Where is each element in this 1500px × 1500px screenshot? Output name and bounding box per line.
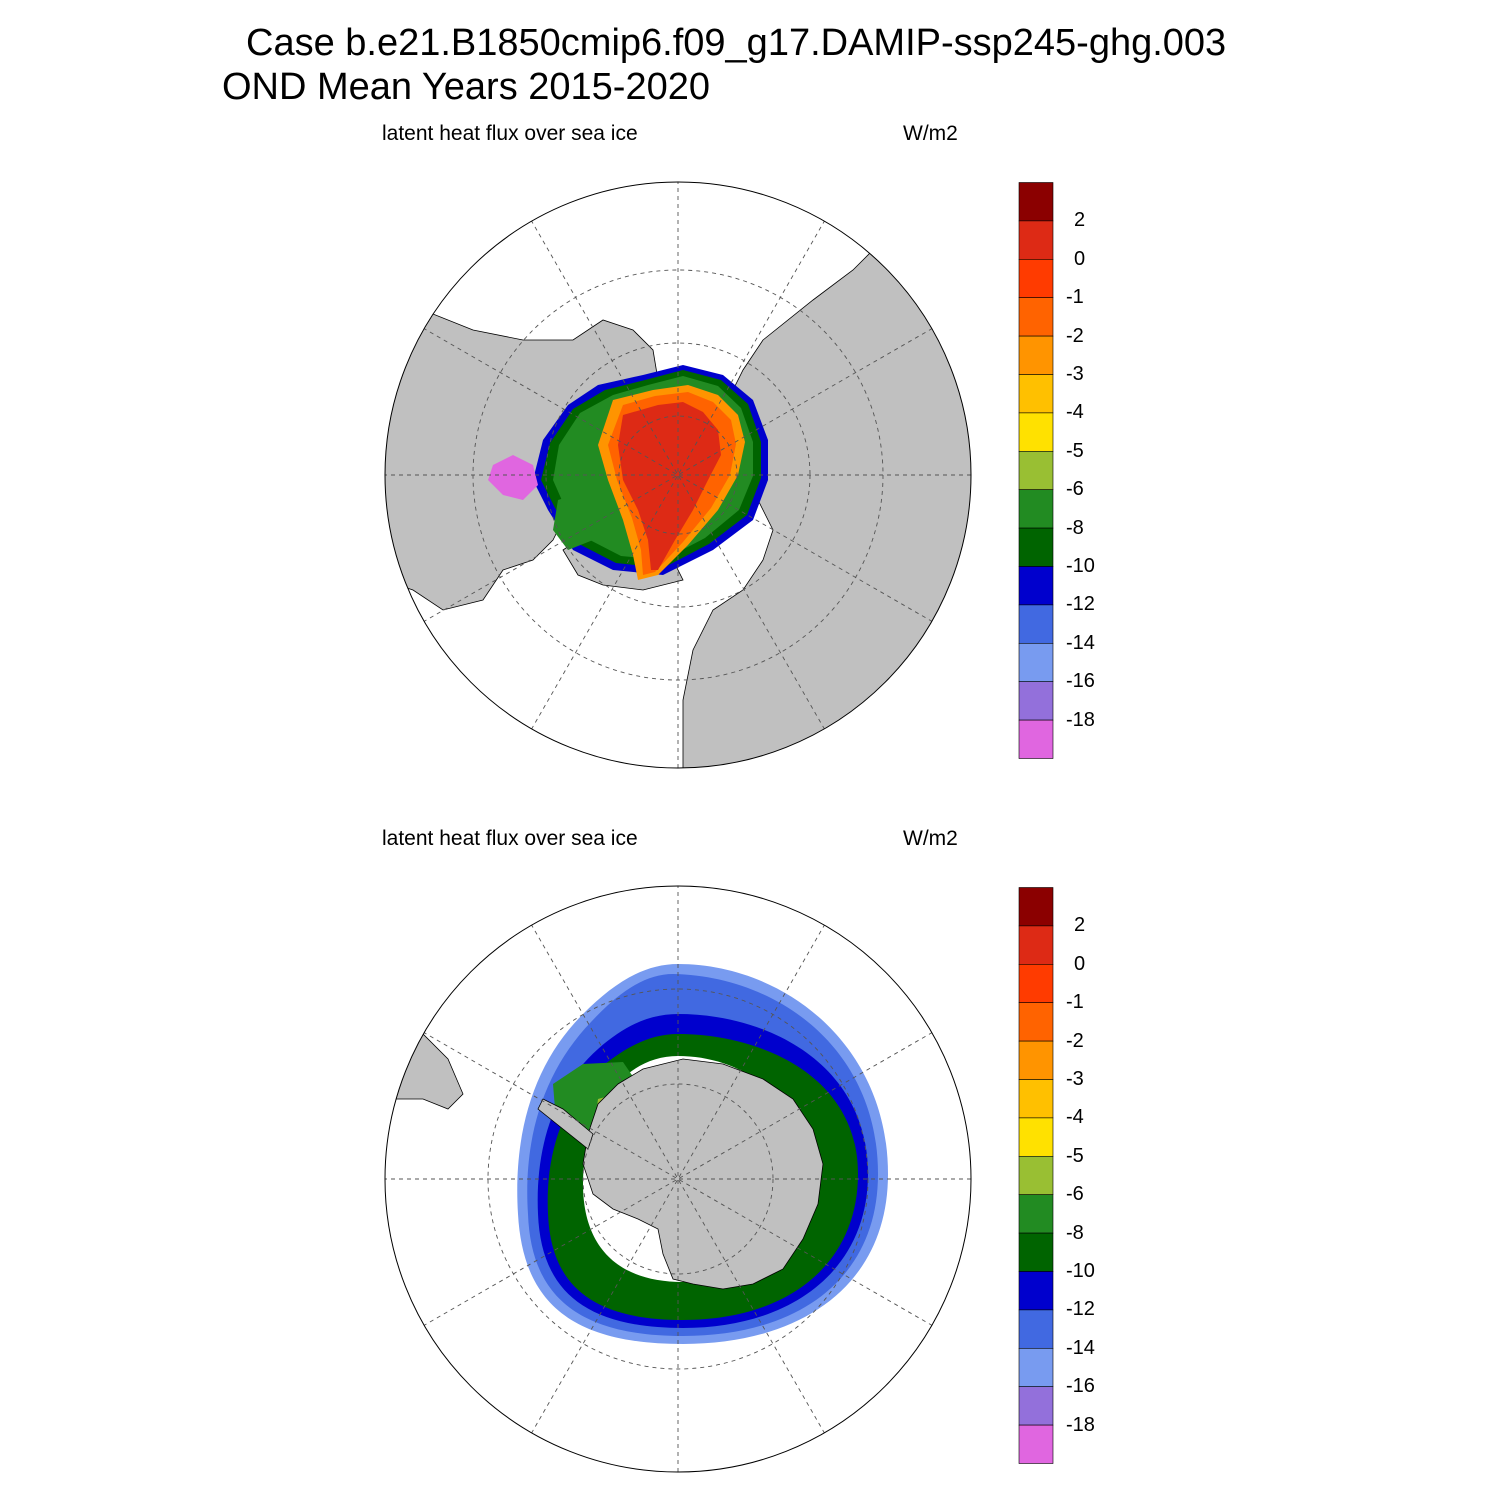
north-colorbar-box-7 xyxy=(1018,450,1054,490)
north-colorbar-box-12 xyxy=(1018,642,1054,682)
north-colorbar-label-12: -16 xyxy=(1066,670,1095,693)
south-colorbar-label-9: -10 xyxy=(1066,1260,1095,1282)
south-colorbar-box-13 xyxy=(1018,1386,1054,1426)
south-colorbar-label-7: -6 xyxy=(1066,1183,1084,1206)
south-colorbar-box-10 xyxy=(1018,1271,1054,1311)
north-colorbar-box-1 xyxy=(1018,220,1054,260)
south-colorbar-label-0: 2 xyxy=(1074,914,1086,937)
north-colorbar-box-13 xyxy=(1018,681,1054,721)
north-colorbar-box-5 xyxy=(1018,374,1054,414)
north-colorbar-label-0: 2 xyxy=(1074,209,1086,232)
north-colorbar-label-6: -5 xyxy=(1066,439,1084,462)
land-antarctica xyxy=(582,1058,824,1290)
north-panel-variable-label: latent heat flux over sea ice xyxy=(382,122,638,145)
south-colorbar-label-6: -5 xyxy=(1066,1144,1084,1167)
north-colorbar-label-8: -8 xyxy=(1066,516,1084,539)
north-graticule xyxy=(385,182,971,768)
south-colorbar-label-2: -1 xyxy=(1066,991,1084,1014)
south-colorbar-box-12 xyxy=(1018,1347,1054,1387)
south-colorbar-label-1: 0 xyxy=(1074,952,1086,975)
south-colorbar-box-1 xyxy=(1018,925,1054,965)
south-colorbar-box-4 xyxy=(1018,1040,1054,1080)
south-colorbar-box-8 xyxy=(1018,1194,1054,1234)
south-colorbar-box-14 xyxy=(1018,1424,1054,1464)
south-colorbar-label-13: -18 xyxy=(1066,1413,1095,1436)
south-colorbar-label-8: -8 xyxy=(1066,1221,1084,1244)
south-colorbar-box-2 xyxy=(1018,964,1054,1004)
north-colorbar-label-9: -10 xyxy=(1066,555,1095,577)
south-colorbar-label-10: -12 xyxy=(1066,1298,1095,1321)
north-colorbar-box-6 xyxy=(1018,412,1054,452)
south-colorbar-label-5: -4 xyxy=(1066,1106,1084,1129)
south-colorbar-box-5 xyxy=(1018,1079,1054,1119)
north-colorbar-label-13: -18 xyxy=(1066,708,1095,731)
south-colorbar-box-7 xyxy=(1018,1155,1054,1195)
north-colorbar-box-4 xyxy=(1018,335,1054,375)
north-colorbar-label-7: -6 xyxy=(1066,478,1084,501)
north-colorbar-label-1: 0 xyxy=(1074,247,1086,270)
sea-ice-hudson-green xyxy=(553,490,603,550)
north-colorbar-label-3: -2 xyxy=(1066,324,1084,347)
south-colorbar-box-9 xyxy=(1018,1232,1054,1272)
north-panel-units-label: W/m2 xyxy=(903,122,958,145)
sea-ice-hudson xyxy=(488,455,538,500)
south-panel-variable-label: latent heat flux over sea ice xyxy=(382,827,638,850)
south-colorbar-label-3: -2 xyxy=(1066,1029,1084,1052)
south-graticule xyxy=(385,886,971,1472)
sea-ice-red-core xyxy=(618,402,721,570)
south-colorbar-box-0 xyxy=(1018,887,1054,927)
south-panel-units-label: W/m2 xyxy=(903,827,958,850)
north-colorbar-label-5: -4 xyxy=(1066,401,1084,424)
north-colorbar-box-8 xyxy=(1018,489,1054,529)
north-colorbar-box-10 xyxy=(1018,566,1054,606)
south-colorbar-label-11: -14 xyxy=(1066,1336,1095,1359)
north-colorbar-box-11 xyxy=(1018,604,1054,644)
south-colorbar-label-12: -16 xyxy=(1066,1375,1095,1398)
north-polar-map xyxy=(384,181,972,769)
figure-title-line-2: OND Mean Years 2015-2020 xyxy=(222,66,710,108)
north-colorbar-label-10: -12 xyxy=(1066,593,1095,616)
south-colorbar-label-4: -3 xyxy=(1066,1068,1084,1090)
north-colorbar-box-14 xyxy=(1018,719,1054,759)
south-colorbar xyxy=(1018,887,1054,1464)
north-colorbar-box-2 xyxy=(1018,259,1054,299)
south-polar-map xyxy=(384,885,972,1473)
north-colorbar-box-0 xyxy=(1018,182,1054,222)
north-colorbar xyxy=(1018,182,1054,759)
figure-title-line-1: Case b.e21.B1850cmip6.f09_g17.DAMIP-ssp2… xyxy=(246,22,1227,64)
south-colorbar-box-6 xyxy=(1018,1117,1054,1157)
south-colorbar-box-11 xyxy=(1018,1309,1054,1349)
south-colorbar-box-3 xyxy=(1018,1002,1054,1042)
north-colorbar-label-2: -1 xyxy=(1066,286,1084,309)
north-colorbar-box-9 xyxy=(1018,527,1054,567)
north-colorbar-label-4: -3 xyxy=(1066,363,1084,385)
north-colorbar-box-3 xyxy=(1018,297,1054,337)
north-colorbar-label-11: -14 xyxy=(1066,631,1095,654)
